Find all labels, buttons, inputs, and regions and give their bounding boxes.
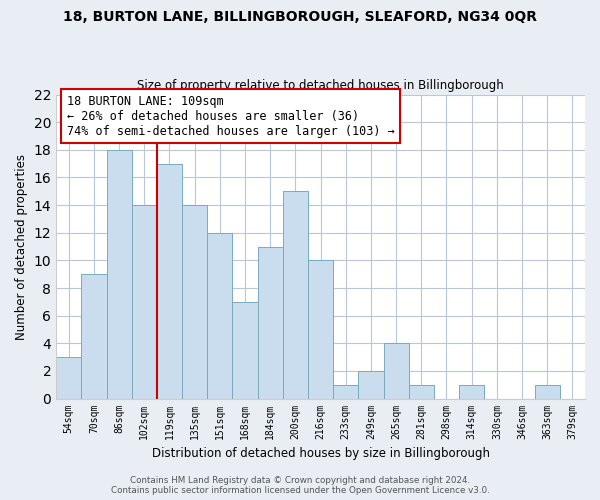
Bar bbox=[535, 384, 560, 398]
Bar bbox=[409, 384, 434, 398]
Bar bbox=[308, 260, 333, 398]
Bar bbox=[283, 192, 308, 398]
Bar bbox=[459, 384, 484, 398]
Bar bbox=[157, 164, 182, 398]
Bar bbox=[182, 205, 207, 398]
Text: Contains HM Land Registry data © Crown copyright and database right 2024.
Contai: Contains HM Land Registry data © Crown c… bbox=[110, 476, 490, 495]
X-axis label: Distribution of detached houses by size in Billingborough: Distribution of detached houses by size … bbox=[152, 447, 490, 460]
Bar bbox=[383, 344, 409, 398]
Title: Size of property relative to detached houses in Billingborough: Size of property relative to detached ho… bbox=[137, 79, 504, 92]
Bar bbox=[107, 150, 132, 398]
Bar bbox=[82, 274, 107, 398]
Text: 18 BURTON LANE: 109sqm
← 26% of detached houses are smaller (36)
74% of semi-det: 18 BURTON LANE: 109sqm ← 26% of detached… bbox=[67, 94, 394, 138]
Bar bbox=[257, 246, 283, 398]
Bar bbox=[56, 357, 82, 399]
Bar bbox=[207, 232, 232, 398]
Y-axis label: Number of detached properties: Number of detached properties bbox=[15, 154, 28, 340]
Bar bbox=[333, 384, 358, 398]
Bar bbox=[358, 371, 383, 398]
Bar bbox=[232, 302, 257, 398]
Bar bbox=[132, 205, 157, 398]
Text: 18, BURTON LANE, BILLINGBOROUGH, SLEAFORD, NG34 0QR: 18, BURTON LANE, BILLINGBOROUGH, SLEAFOR… bbox=[63, 10, 537, 24]
